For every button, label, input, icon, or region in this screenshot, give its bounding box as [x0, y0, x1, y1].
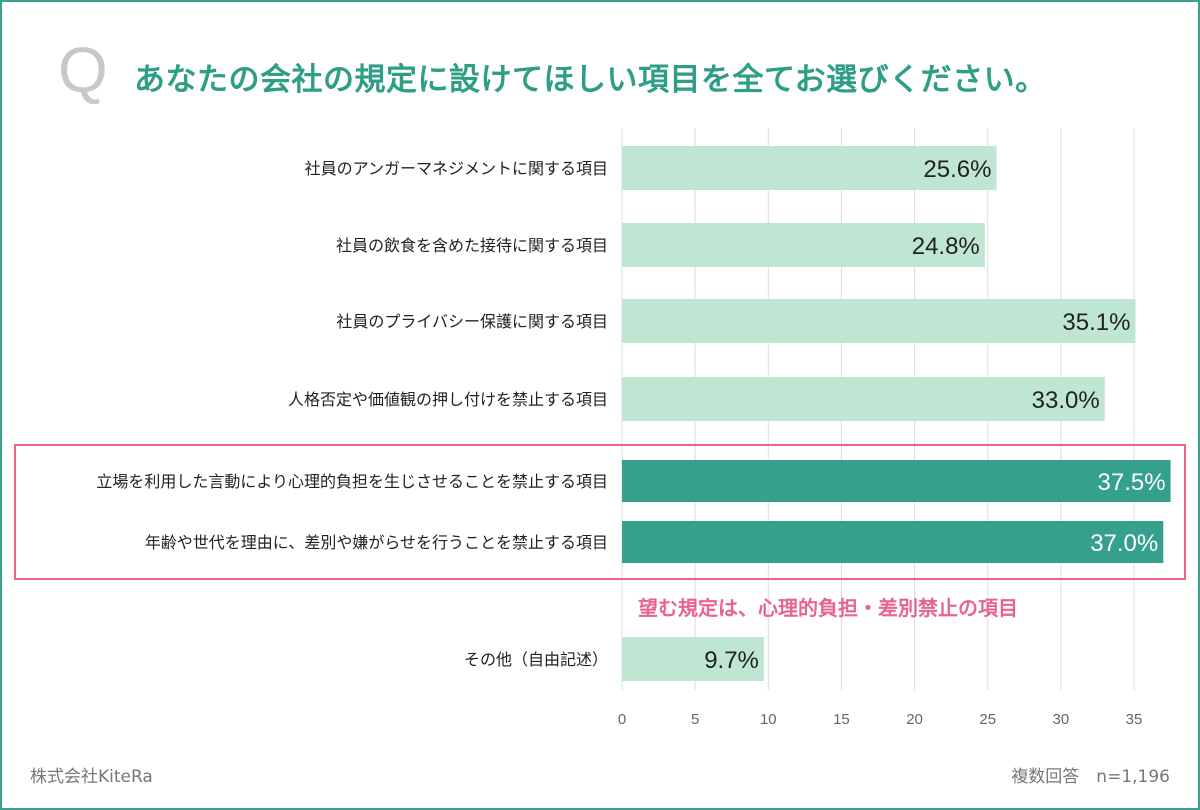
x-tick-label: 30: [1053, 711, 1070, 728]
sample-note: 複数回答 n=1,196: [1011, 767, 1170, 787]
x-tick-label: 15: [833, 711, 850, 728]
bar: [622, 637, 764, 681]
category-label: その他（自由記述）: [464, 650, 608, 669]
x-tick-label: 10: [760, 711, 777, 728]
chart-title: あなたの会社の規定に設けてほしい項目を全てお選びください。: [134, 62, 1047, 98]
category-label: 立場を利用した言動により心理的負担を生じさせることを禁止する項目: [96, 472, 608, 491]
value-label: 35.1%: [1062, 309, 1130, 336]
bar: [622, 299, 1136, 343]
bar: [622, 377, 1105, 421]
bar: [622, 460, 1171, 502]
company-name: 株式会社KiteRa: [30, 767, 153, 787]
value-label: 25.6%: [923, 156, 991, 183]
category-label: 社員のアンガーマネジメントに関する項目: [305, 159, 608, 178]
bar: [622, 146, 997, 190]
x-tick-label: 35: [1126, 711, 1143, 728]
x-tick-label: 20: [906, 711, 923, 728]
value-label: 37.0%: [1090, 530, 1158, 557]
value-label: 9.7%: [704, 647, 759, 674]
x-tick-label: 0: [618, 711, 626, 728]
category-label: 社員の飲食を含めた接待に関する項目: [336, 236, 608, 255]
category-label: 社員のプライバシー保護に関する項目: [336, 312, 608, 331]
value-label: 33.0%: [1032, 387, 1100, 414]
annotation: 望む規定は、心理的負担・差別禁止の項目: [638, 596, 1018, 620]
x-tick-label: 25: [979, 711, 996, 728]
highlight-box: [14, 444, 1186, 580]
x-tick-label: 5: [691, 711, 699, 728]
bar: [622, 521, 1164, 563]
category-label: 年齢や世代を理由に、差別や嫌がらせを行うことを禁止する項目: [145, 533, 608, 552]
q-mark: Q: [58, 34, 108, 106]
value-label: 37.5%: [1098, 469, 1166, 496]
category-label: 人格否定や価値観の押し付けを禁止する項目: [288, 390, 608, 409]
bar: [622, 223, 985, 267]
value-label: 24.8%: [912, 233, 980, 260]
